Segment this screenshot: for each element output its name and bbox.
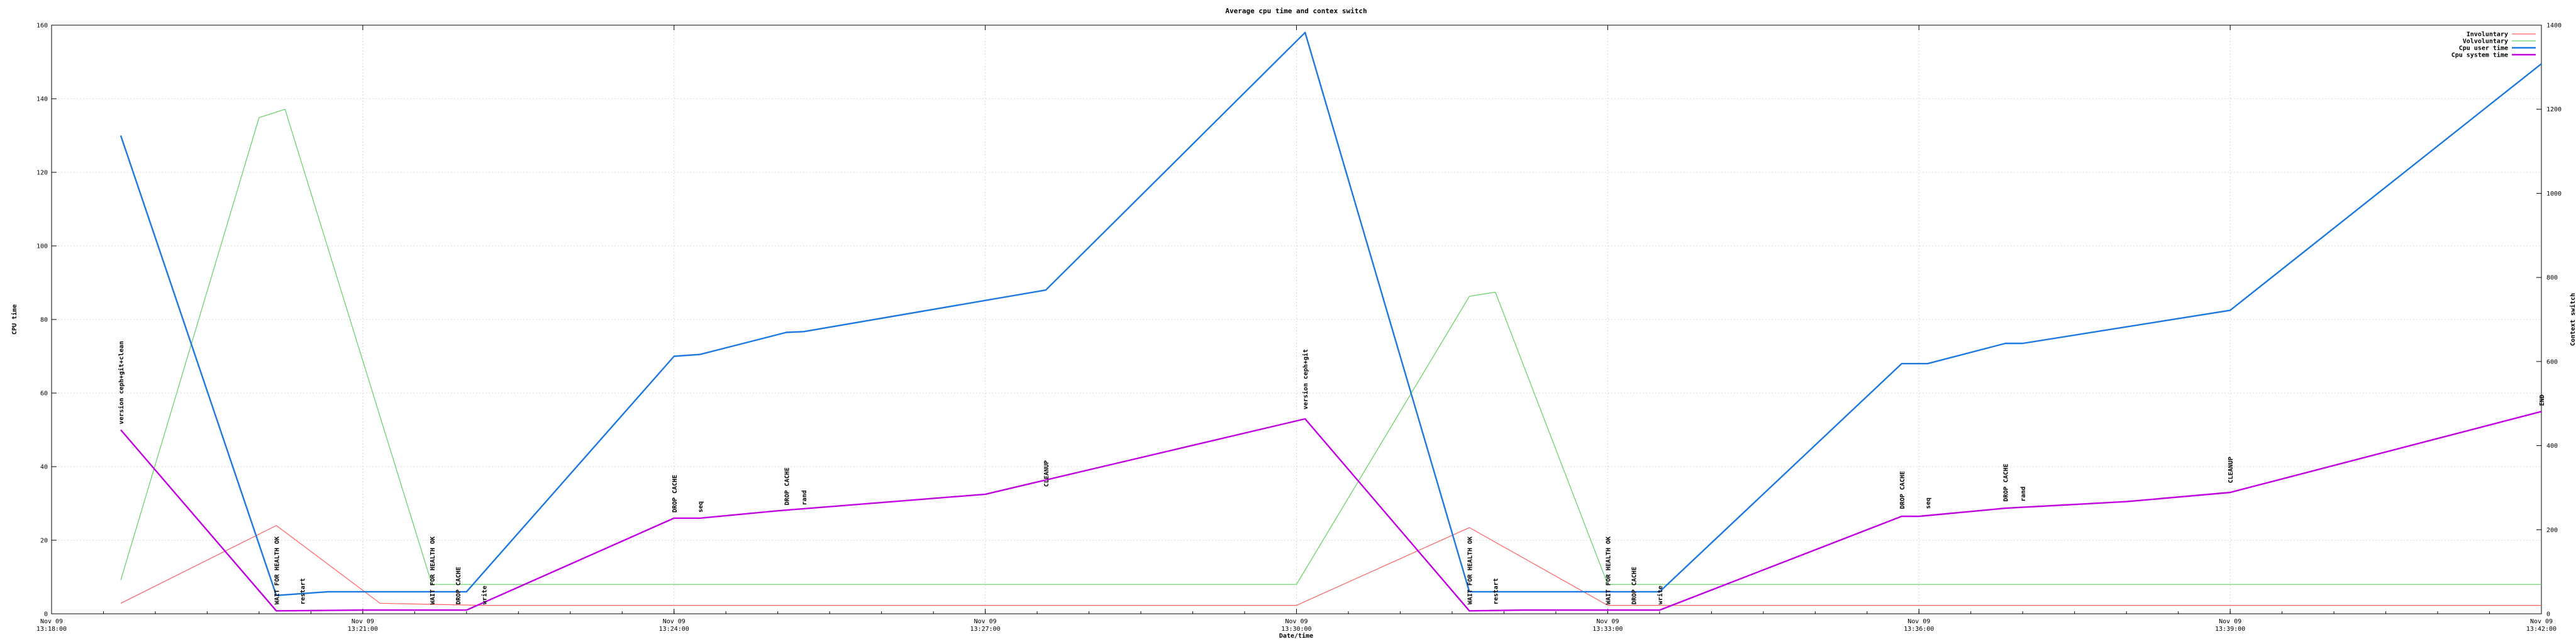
x-tick-time: 13:39:00 (2215, 626, 2245, 633)
y-tick-label: 100 (36, 243, 48, 250)
annotation-label: restart (1493, 578, 1500, 604)
x-tick-date: Nov 09 (2530, 618, 2553, 625)
annotation-label: version ceph+git+clean (118, 341, 125, 424)
annotation-label: DROP CACHE (784, 467, 791, 505)
annotation-label: DROP CACHE (2003, 464, 2010, 501)
y-tick-label: 140 (36, 96, 48, 103)
y-tick-label: 40 (40, 464, 48, 471)
x-tick-time: 13:42:00 (2526, 626, 2557, 633)
annotation-label: WAIT FOR HEALTH OK (1467, 536, 1474, 604)
y-axis-label: CPU time (11, 304, 18, 335)
annotation-label: DROP CACHE (672, 475, 679, 513)
y-tick-label: 0 (44, 611, 48, 618)
x-tick-time: 13:24:00 (659, 626, 689, 633)
annotation-label: DROP CACHE (1899, 471, 1906, 509)
y-tick-label: 20 (40, 538, 48, 545)
annotations: version ceph+git+clean WAIT FOR HEALTH OK… (118, 341, 2546, 604)
legend-label: Cpu user time (2459, 45, 2508, 52)
x-tick-date: Nov 09 (1596, 618, 1619, 625)
y2-tick-label: 200 (2546, 527, 2558, 534)
y-tick-label: 60 (40, 391, 48, 397)
annotation-label: WAIT FOR HEALTH OK (1605, 536, 1612, 604)
x-tick-date: Nov 09 (663, 618, 686, 625)
y-tick-label: 120 (36, 170, 48, 177)
annotation-label: rand (2020, 486, 2027, 501)
annotation-label: DROP CACHE (1631, 567, 1638, 604)
y2-axis-label: Context switch (2569, 293, 2576, 346)
x-tick-time: 13:21:00 (348, 626, 378, 633)
annotation-label: seq (1925, 497, 1932, 509)
series-line-cpu-system-time (120, 411, 2542, 612)
annotation-label: write (480, 586, 488, 604)
x-tick-date: Nov 09 (352, 618, 374, 625)
annotation-label: rand (801, 490, 808, 505)
y2-tick-label: 600 (2546, 358, 2558, 365)
annotation-label: WAIT FOR HEALTH OK (430, 536, 436, 604)
annotation-label: version ceph+git (1302, 349, 1309, 409)
annotation-label: restart (300, 578, 307, 604)
legend-label: Cpu system time (2451, 52, 2508, 59)
annotation-label: CLEANUP (1043, 460, 1050, 487)
series-lines (119, 31, 2542, 612)
axis-ticks: 0 20 40 60 80 100 120 140 160 0 200 400 600 800 1000 12… (36, 23, 2562, 633)
y-tick-label: 80 (40, 317, 48, 324)
legend-label: Involuntary (2467, 31, 2508, 38)
x-tick-time: 13:30:00 (1281, 626, 1311, 633)
annotation-label: DROP CACHE (455, 567, 462, 604)
y2-tick-label: 400 (2546, 443, 2558, 450)
annotation-label: WAIT FOR HEALTH OK (274, 536, 280, 604)
y2-tick-label: 1000 (2546, 191, 2562, 197)
series-line-cpu-user-time (119, 31, 2542, 596)
x-tick-date: Nov 09 (1285, 618, 1307, 625)
series-line-volvoluntary (120, 109, 2541, 585)
annotation-label: CLEANUP (2228, 457, 2235, 483)
y2-tick-label: 800 (2546, 275, 2558, 282)
y2-tick-label: 0 (2546, 611, 2550, 618)
x-tick-time: 13:18:00 (36, 626, 67, 633)
x-tick-time: 13:36:00 (1904, 626, 1934, 633)
y-tick-label: 160 (36, 23, 48, 30)
y2-tick-label: 1400 (2546, 23, 2562, 30)
legend-label: Volvoluntary (2463, 38, 2508, 45)
series-line-involuntary (120, 525, 2541, 606)
y2-tick-label: 1200 (2546, 106, 2562, 113)
chart-title: Average cpu time and contex switch (1225, 7, 1367, 15)
x-tick-date: Nov 09 (974, 618, 997, 625)
x-tick-time: 13:27:00 (970, 626, 1001, 633)
x-axis-label: Date/time (1279, 632, 1313, 640)
annotation-label: seq (697, 501, 704, 513)
annotation-label: write (1657, 586, 1664, 604)
x-tick-date: Nov 09 (40, 618, 63, 625)
x-tick-time: 13:33:00 (1592, 626, 1623, 633)
x-tick-date: Nov 09 (1907, 618, 1930, 625)
x-tick-date: Nov 09 (2219, 618, 2241, 625)
annotation-label: END (2539, 394, 2546, 406)
